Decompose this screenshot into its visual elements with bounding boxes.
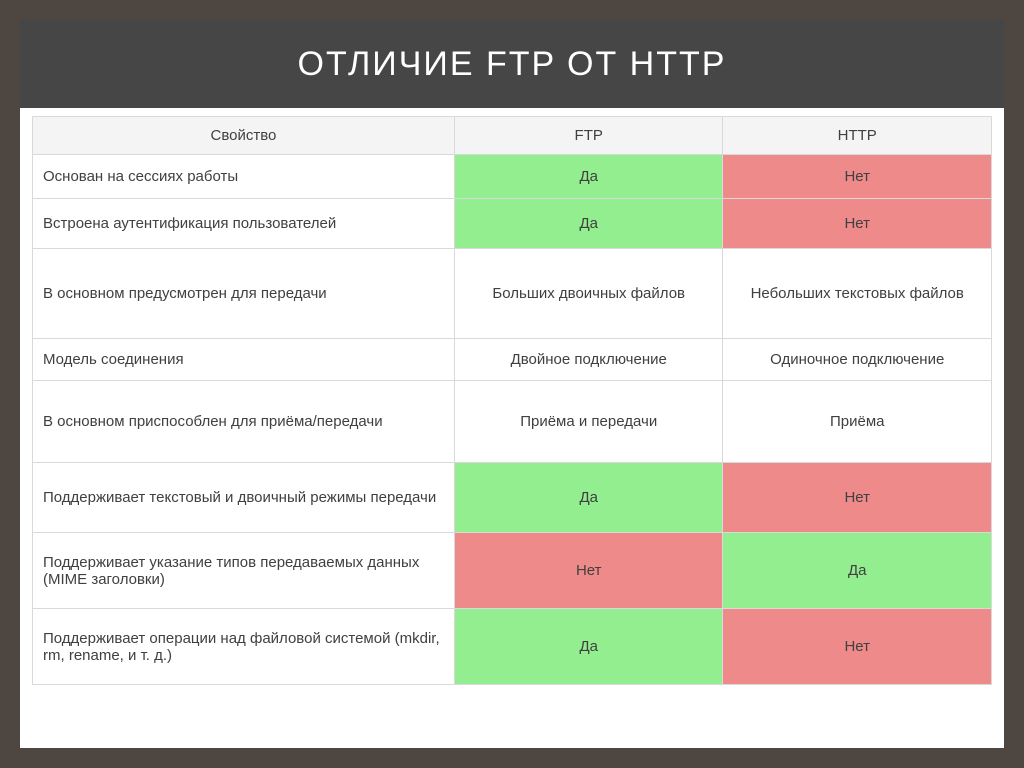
cell-ftp: Двойное подключение [454, 339, 723, 381]
col-header-http: HTTP [723, 117, 992, 155]
col-header-ftp: FTP [454, 117, 723, 155]
cell-http: Нет [723, 609, 992, 685]
cell-property: В основном предусмотрен для передачи [33, 249, 455, 339]
cell-ftp: Да [454, 463, 723, 533]
cell-ftp: Да [454, 199, 723, 249]
table-row: Поддерживает текстовый и двоичный режимы… [33, 463, 992, 533]
table-row: Модель соединенияДвойное подключениеОдин… [33, 339, 992, 381]
cell-ftp: Да [454, 155, 723, 199]
cell-http: Нет [723, 199, 992, 249]
table-row: Основан на сессиях работыДаНет [33, 155, 992, 199]
table-row: Встроена аутентификация пользователейДаН… [33, 199, 992, 249]
table-row: В основном предусмотрен для передачиБоль… [33, 249, 992, 339]
cell-property: Встроена аутентификация пользователей [33, 199, 455, 249]
cell-property: Основан на сессиях работы [33, 155, 455, 199]
table-header-row: Свойство FTP HTTP [33, 117, 992, 155]
cell-ftp: Да [454, 609, 723, 685]
table-row: Поддерживает указание типов передаваемых… [33, 533, 992, 609]
cell-property: В основном приспособлен для приёма/перед… [33, 381, 455, 463]
col-header-property: Свойство [33, 117, 455, 155]
cell-property: Модель соединения [33, 339, 455, 381]
table-row: Поддерживает операции над файловой систе… [33, 609, 992, 685]
cell-ftp: Нет [454, 533, 723, 609]
cell-property: Поддерживает указание типов передаваемых… [33, 533, 455, 609]
cell-http: Да [723, 533, 992, 609]
cell-property: Поддерживает текстовый и двоичный режимы… [33, 463, 455, 533]
cell-http: Одиночное подключение [723, 339, 992, 381]
cell-ftp: Больших двоичных файлов [454, 249, 723, 339]
table-row: В основном приспособлен для приёма/перед… [33, 381, 992, 463]
slide-title: ОТЛИЧИЕ FTP ОТ HTTP [298, 45, 727, 84]
slide: ОТЛИЧИЕ FTP ОТ HTTP Свойство FTP HTTP Ос… [20, 20, 1004, 748]
cell-http: Нет [723, 155, 992, 199]
comparison-table: Свойство FTP HTTP Основан на сессиях раб… [32, 116, 992, 685]
cell-http: Небольших текстовых файлов [723, 249, 992, 339]
cell-http: Приёма [723, 381, 992, 463]
cell-property: Поддерживает операции над файловой систе… [33, 609, 455, 685]
cell-http: Нет [723, 463, 992, 533]
title-bar: ОТЛИЧИЕ FTP ОТ HTTP [20, 20, 1004, 108]
cell-ftp: Приёма и передачи [454, 381, 723, 463]
